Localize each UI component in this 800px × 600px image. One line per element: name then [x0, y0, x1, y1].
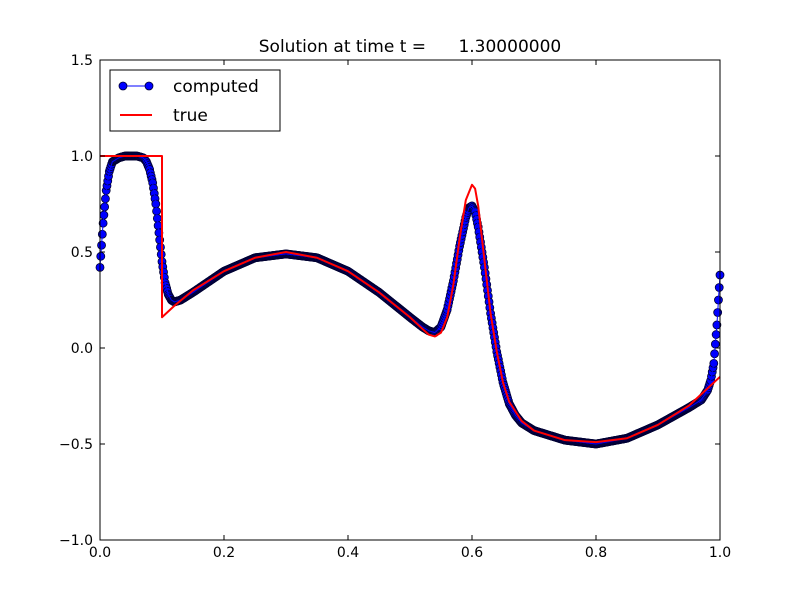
legend-computed-label: computed — [173, 77, 259, 97]
series-layer — [95, 151, 725, 449]
x-tick-label: 0.4 — [337, 545, 359, 561]
legend-box — [109, 69, 281, 132]
true-line — [100, 155, 721, 444]
x-tick-label: 0.6 — [461, 545, 483, 561]
y-tick-label: 0.0 — [71, 341, 93, 357]
x-tick-label: 1.0 — [709, 545, 731, 561]
x-tick-label: 0.0 — [89, 545, 111, 561]
y-axis: −1.0 −0.5 0.0 0.5 1.0 1.5 — [59, 53, 720, 549]
chart-title: Solution at time t = 1.30000000 — [259, 37, 561, 57]
y-tick-label: 0.5 — [71, 245, 93, 261]
axes-frame — [99, 59, 721, 541]
y-tick-label: −0.5 — [59, 437, 93, 453]
legend-true-label: true — [173, 106, 208, 126]
plot-area — [100, 60, 720, 540]
x-tick-label: 0.2 — [213, 545, 235, 561]
y-tick-label: 1.0 — [71, 149, 93, 165]
legend: computed true — [109, 69, 281, 132]
legend-computed-marker — [144, 81, 154, 91]
y-tick-label: −1.0 — [59, 533, 93, 549]
legend-computed-marker — [118, 81, 128, 91]
x-tick-label: 0.8 — [585, 545, 607, 561]
y-tick-label: 1.5 — [71, 53, 93, 69]
x-axis: 0.0 0.2 0.4 0.6 0.8 1.0 — [89, 60, 731, 561]
